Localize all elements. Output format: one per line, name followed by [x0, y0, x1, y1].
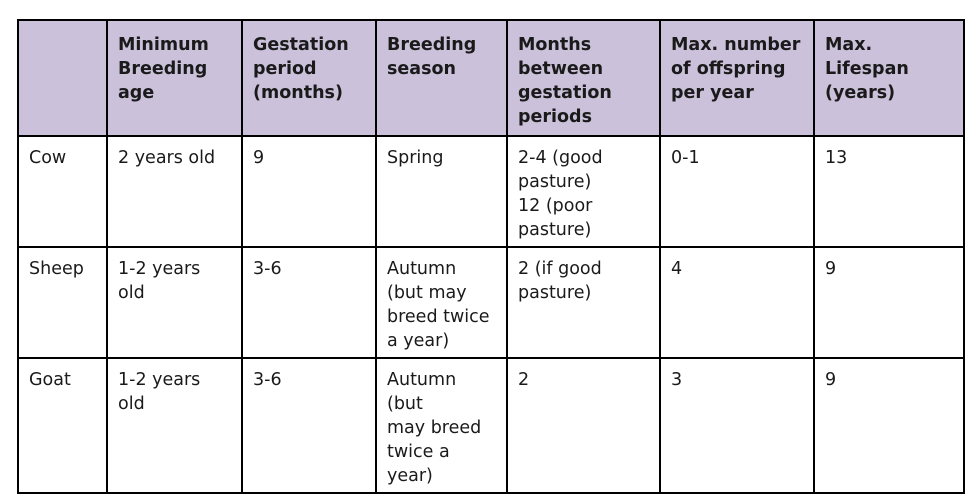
cell-goat-gestation-period: 3-6	[241, 357, 377, 494]
cell-goat-breeding-season: Autumn (but may breed twice a year)	[375, 357, 508, 494]
table-row-cow: Cow 2 years old 9 Spring 2-4 (good pastu…	[17, 135, 965, 248]
header-row: Minimum Breeding age Gestation period (m…	[17, 19, 965, 137]
col-header-gestation-period: Gestation period (months)	[241, 19, 377, 137]
row-header-sheep: Sheep	[17, 246, 108, 359]
col-header-max-offspring: Max. number of offspring per year	[659, 19, 815, 137]
col-header-max-lifespan: Max. Lifespan (years)	[813, 19, 965, 137]
cell-goat-max-lifespan: 9	[813, 357, 965, 494]
cell-cow-breeding-season: Spring	[375, 135, 508, 248]
cell-goat-months-between-gestation: 2	[506, 357, 661, 494]
cell-sheep-months-between-gestation: 2 (if good pasture)	[506, 246, 661, 359]
cell-sheep-min-breeding-age: 1-2 years old	[106, 246, 243, 359]
cell-sheep-breeding-season: Autumn (but may breed twice a year)	[375, 246, 508, 359]
cell-sheep-gestation-period: 3-6	[241, 246, 377, 359]
cell-cow-max-lifespan: 13	[813, 135, 965, 248]
corner-cell	[17, 19, 108, 137]
table-row-sheep: Sheep 1-2 years old 3-6 Autumn (but may …	[17, 246, 965, 359]
col-header-months-between-gestation: Months between gestation periods	[506, 19, 661, 137]
col-header-breeding-season: Breeding season	[375, 19, 508, 137]
table-row-goat: Goat 1-2 years old 3-6 Autumn (but may b…	[17, 357, 965, 494]
cell-goat-max-offspring: 3	[659, 357, 815, 494]
animal-breeding-table: Minimum Breeding age Gestation period (m…	[17, 19, 965, 494]
cell-cow-gestation-period: 9	[241, 135, 377, 248]
cell-cow-max-offspring: 0-1	[659, 135, 815, 248]
row-header-goat: Goat	[17, 357, 108, 494]
row-header-cow: Cow	[17, 135, 108, 248]
col-header-min-breeding-age: Minimum Breeding age	[106, 19, 243, 137]
cell-sheep-max-lifespan: 9	[813, 246, 965, 359]
cell-sheep-max-offspring: 4	[659, 246, 815, 359]
cell-cow-min-breeding-age: 2 years old	[106, 135, 243, 248]
animal-breeding-table-container: Minimum Breeding age Gestation period (m…	[17, 19, 965, 494]
cell-cow-months-between-gestation: 2-4 (good pasture) 12 (poor pasture)	[506, 135, 661, 248]
cell-goat-min-breeding-age: 1-2 years old	[106, 357, 243, 494]
